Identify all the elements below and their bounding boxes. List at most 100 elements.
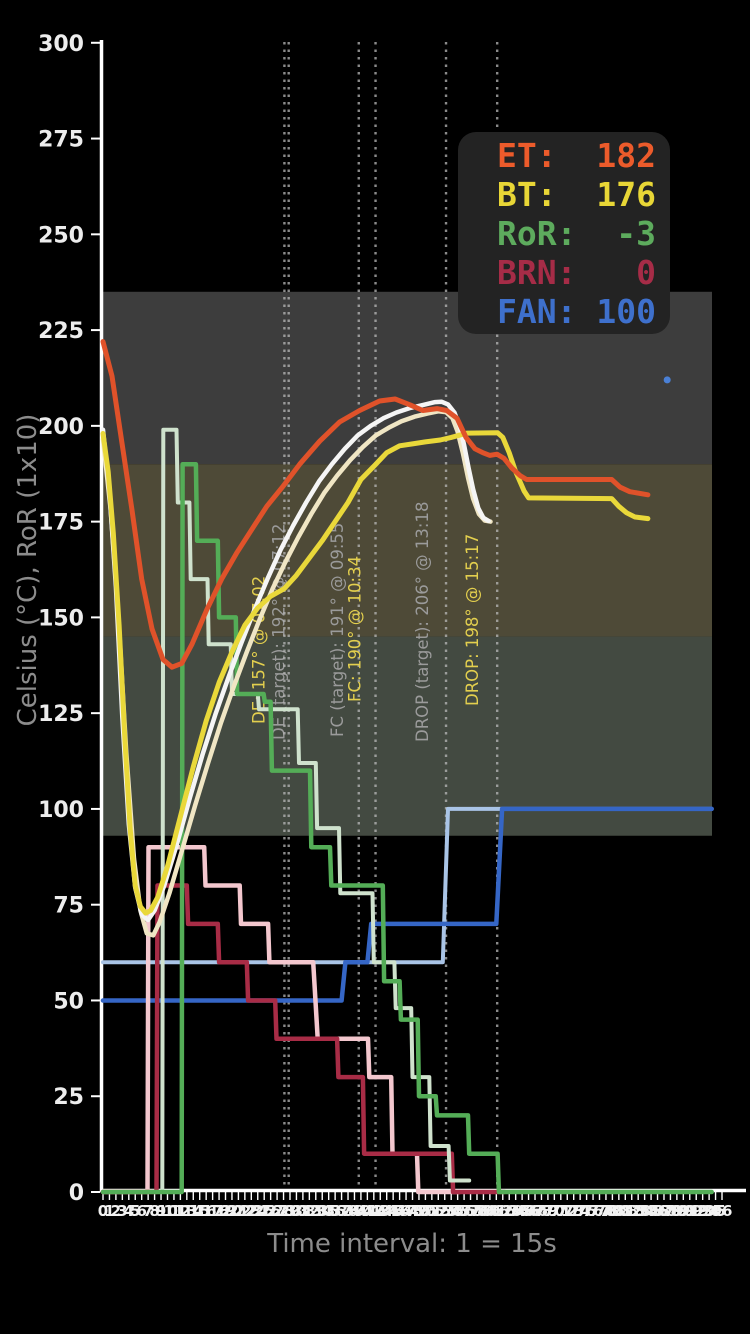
x-tick-label: 12: [170, 1202, 191, 1220]
y-tick-label: 50: [53, 989, 84, 1014]
x-tick-label: 88: [660, 1202, 681, 1220]
x-tick-label: 58: [467, 1202, 488, 1220]
x-tick-label: 89: [666, 1202, 687, 1220]
readout-fan: FAN: 100: [497, 291, 656, 331]
event-label-DE-target: DE (target): 192° @ 07:12: [270, 523, 289, 740]
x-tick-label: 52: [428, 1202, 449, 1220]
x-tick-label: 59: [473, 1202, 494, 1220]
x-tick-label: 1: [104, 1202, 114, 1220]
phase-band: [103, 464, 712, 637]
x-tick-label: 90: [673, 1202, 694, 1220]
x-tick-label: 45: [383, 1202, 404, 1220]
curve-bt-template-: [100, 409, 493, 938]
x-tick-label: 7: [143, 1202, 153, 1220]
x-tick-label: 8: [149, 1202, 159, 1220]
x-tick-label: 31: [292, 1202, 313, 1220]
x-tick-label: 95: [705, 1202, 726, 1220]
y-tick-label: 225: [38, 319, 84, 344]
x-tick-label: 73: [563, 1202, 584, 1220]
event-label-DROP-actual: DROP: 198° @ 15:17: [463, 534, 482, 706]
x-tick-label: 19: [215, 1202, 236, 1220]
y-tick-label: 150: [38, 606, 84, 631]
x-tick-label: 5: [130, 1202, 140, 1220]
x-tick-label: 53: [434, 1202, 455, 1220]
x-tick-label: 66: [518, 1202, 539, 1220]
x-tick-label: 24: [247, 1202, 268, 1220]
x-tick-label: 69: [537, 1202, 558, 1220]
x-tick-label: 36: [325, 1202, 346, 1220]
x-tick-label: 70: [544, 1202, 565, 1220]
x-tick-label: 44: [376, 1202, 397, 1220]
x-tick-label: 26: [260, 1202, 281, 1220]
x-tick-label: 50: [415, 1202, 436, 1220]
curve-et: [100, 339, 651, 670]
y-tick-label: 25: [53, 1085, 84, 1110]
x-tick-label: 9: [156, 1202, 166, 1220]
y-tick-label: 175: [38, 511, 84, 536]
x-tick-label: 77: [589, 1202, 610, 1220]
x-tick-label: 14: [183, 1202, 204, 1220]
x-tick-label: 35: [318, 1202, 339, 1220]
x-tick-label: 86: [647, 1202, 668, 1220]
x-tick-label: 93: [692, 1202, 713, 1220]
y-axis-title: Celsius (°C), RoR (1x10): [13, 414, 43, 727]
x-tick-label: 74: [570, 1202, 591, 1220]
x-tick-label: 10: [157, 1202, 178, 1220]
event-label-FC-target: FC (target): 191° @ 09:55: [328, 523, 347, 737]
x-tick-label: 3: [117, 1202, 127, 1220]
x-tick-label: 85: [641, 1202, 662, 1220]
readout-brn: BRN: 0: [497, 252, 656, 292]
event-label-FC-actual: FC: 190° @ 10:34: [346, 556, 365, 702]
x-tick-label: 21: [228, 1202, 249, 1220]
x-tick-label: 47: [396, 1202, 417, 1220]
curve-ror: [100, 461, 714, 1195]
x-tick-label: 27: [267, 1202, 288, 1220]
x-tick-label: 78: [596, 1202, 617, 1220]
curve-fan: [100, 806, 714, 1003]
x-tick-label: 46: [389, 1202, 410, 1220]
x-tick-label: 30: [286, 1202, 307, 1220]
x-tick-label: 91: [679, 1202, 700, 1220]
x-tick-label: 55: [447, 1202, 468, 1220]
fan-marker-dot: [663, 376, 671, 384]
readout-bt: BT: 176: [497, 174, 656, 214]
x-tick-label: 11: [163, 1202, 184, 1220]
x-tick-label: 28: [273, 1202, 294, 1220]
readout-ror: RoR: -3: [497, 213, 656, 253]
x-tick-label: 82: [621, 1202, 642, 1220]
x-tick-label: 76: [583, 1202, 604, 1220]
extra-markers: [663, 376, 671, 384]
x-tick-label: 60: [479, 1202, 500, 1220]
x-tick-label: 87: [654, 1202, 675, 1220]
y-tick-label: 75: [53, 894, 84, 919]
x-tick-label: 34: [312, 1202, 333, 1220]
x-tick-label: 41: [357, 1202, 378, 1220]
x-tick-label: 63: [499, 1202, 520, 1220]
x-tick-label: 80: [608, 1202, 629, 1220]
x-tick-label: 81: [615, 1202, 636, 1220]
curve-bt: [100, 430, 651, 916]
x-tick-label: 22: [234, 1202, 255, 1220]
phase-band: [103, 636, 712, 836]
x-tick-label: 79: [602, 1202, 623, 1220]
x-axis-title: Time interval: 1 = 15s: [266, 1229, 557, 1259]
x-tick-label: 51: [421, 1202, 442, 1220]
x-tick-label: 6: [136, 1202, 146, 1220]
x-tick-label: 13: [176, 1202, 197, 1220]
x-tick-label: 15: [189, 1202, 210, 1220]
x-tick-label: 96: [712, 1202, 733, 1220]
y-tick-label: 250: [38, 223, 84, 248]
x-tick-label: 39: [344, 1202, 365, 1220]
x-tick-label: 61: [486, 1202, 507, 1220]
x-tick-label: 71: [550, 1202, 571, 1220]
x-tick-label: 57: [460, 1202, 481, 1220]
x-tick-label: 40: [350, 1202, 371, 1220]
x-tick-label: 92: [686, 1202, 707, 1220]
readout-et: ET: 182: [497, 135, 656, 175]
x-tick-label: 84: [634, 1202, 655, 1220]
readout-panel: ET: 182 BT: 176 RoR: -3 BRN: 0 FAN: 100: [458, 132, 670, 334]
x-tick-label: 43: [370, 1202, 391, 1220]
x-tick-label: 65: [512, 1202, 533, 1220]
x-tick-label: 72: [557, 1202, 578, 1220]
